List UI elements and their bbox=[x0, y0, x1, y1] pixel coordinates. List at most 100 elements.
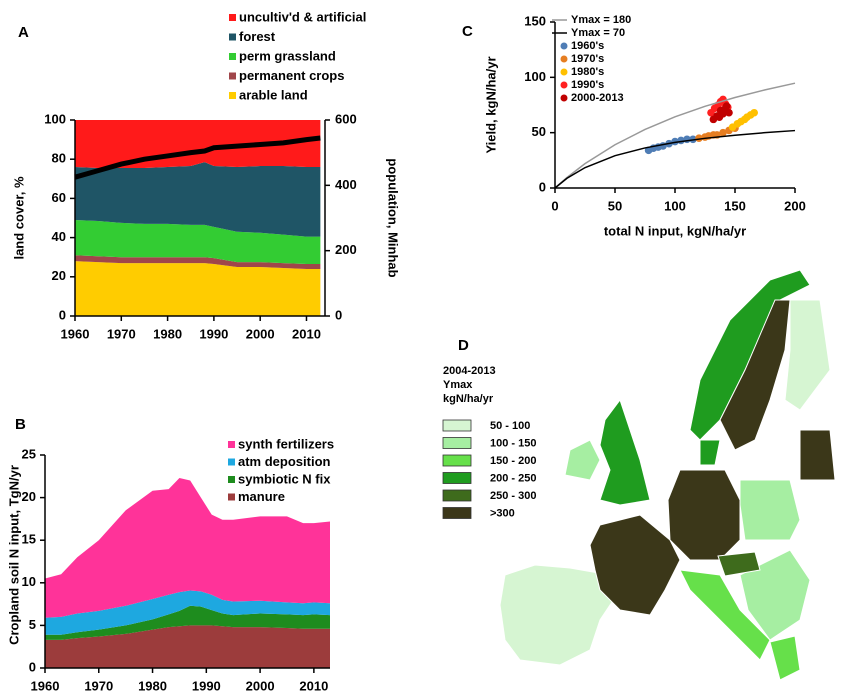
legend-swatch bbox=[229, 33, 236, 41]
legend-marker bbox=[560, 81, 568, 89]
y-tick-label: 60 bbox=[52, 190, 66, 205]
y-tick-label: 0 bbox=[539, 179, 546, 194]
panel-letter: C bbox=[462, 23, 473, 40]
legend-swatch bbox=[228, 476, 235, 483]
y-tick-label: 150 bbox=[524, 13, 546, 28]
x-tick-label: 0 bbox=[551, 198, 558, 213]
legend-marker bbox=[560, 68, 568, 76]
legend-label: arable land bbox=[239, 87, 308, 102]
legend-label: forest bbox=[239, 29, 276, 44]
y-tick-label: 80 bbox=[52, 151, 66, 166]
x-axis-label: total N input, kgN/ha/yr bbox=[604, 223, 746, 238]
legend-swatch bbox=[229, 72, 236, 80]
x-tick-label: 50 bbox=[608, 198, 622, 213]
legend-label: manure bbox=[238, 489, 285, 504]
y-tick-label: 50 bbox=[532, 124, 546, 139]
x-tick-label: 1960 bbox=[31, 678, 60, 693]
area bbox=[75, 255, 321, 269]
line bbox=[554, 82, 796, 189]
legend-label: 1990's bbox=[571, 79, 604, 91]
area bbox=[75, 162, 321, 237]
region bbox=[799, 429, 836, 481]
legend-swatch bbox=[228, 441, 235, 448]
region bbox=[689, 269, 811, 441]
x-tick-label: 1970 bbox=[84, 678, 113, 693]
region bbox=[739, 479, 801, 541]
y-tick-label: 0 bbox=[59, 307, 66, 322]
y-tick-label: 5 bbox=[29, 617, 36, 632]
point bbox=[722, 102, 731, 110]
legend-swatch bbox=[228, 458, 235, 466]
legend-marker bbox=[560, 42, 568, 50]
legend-label: uncultiv'd & artificial bbox=[239, 9, 366, 24]
y-axis-label: Yield, kgN/ha/yr bbox=[483, 56, 498, 153]
region bbox=[564, 439, 601, 481]
legend-title: Ymax bbox=[443, 379, 473, 391]
x-tick-label: 2000 bbox=[246, 678, 275, 693]
region bbox=[769, 635, 801, 681]
x-tick-label: 1990 bbox=[199, 326, 228, 341]
line bbox=[554, 129, 796, 189]
area bbox=[45, 605, 330, 640]
legend-label: 200 - 250 bbox=[490, 472, 536, 484]
y-tick-label: 40 bbox=[52, 229, 66, 244]
x-tick-label: 1960 bbox=[61, 326, 90, 341]
legend-swatch bbox=[228, 493, 235, 501]
legend-marker bbox=[560, 55, 568, 63]
region bbox=[667, 469, 741, 561]
europe-map bbox=[499, 269, 836, 681]
legend-swatch bbox=[442, 489, 472, 502]
legend-title: kgN/ha/yr bbox=[443, 393, 494, 405]
legend-swatch bbox=[442, 437, 472, 449]
x-tick-label: 1980 bbox=[153, 326, 182, 341]
y2-tick-label: 400 bbox=[335, 177, 357, 192]
x-tick-label: 100 bbox=[664, 198, 686, 213]
legend-label: >300 bbox=[490, 507, 515, 519]
point bbox=[750, 108, 758, 117]
legend-label: Ymax = 180 bbox=[571, 14, 631, 26]
y-tick-label: 25 bbox=[22, 446, 36, 461]
legend-label: 150 - 200 bbox=[490, 455, 536, 467]
panel-letter: D bbox=[458, 337, 469, 354]
x-tick-label: 2000 bbox=[246, 326, 275, 341]
region bbox=[599, 398, 651, 506]
point bbox=[715, 113, 724, 121]
legend-label: permanent crops bbox=[239, 68, 344, 83]
x-tick-label: 150 bbox=[724, 198, 746, 213]
legend-label: 1980's bbox=[571, 66, 604, 78]
legend-swatch bbox=[442, 454, 472, 467]
region bbox=[499, 564, 621, 666]
area bbox=[45, 590, 330, 635]
x-tick-label: 1980 bbox=[138, 678, 167, 693]
x-tick-label: 2010 bbox=[299, 678, 328, 693]
y-axis-label: land cover, % bbox=[11, 176, 26, 260]
x-tick-label: 1990 bbox=[192, 678, 221, 693]
legend-swatch bbox=[229, 14, 236, 21]
legend-swatch bbox=[442, 472, 472, 484]
line bbox=[74, 135, 321, 180]
legend-title: 2004-2013 bbox=[443, 365, 496, 377]
y-tick-label: 100 bbox=[524, 69, 546, 84]
x-tick-label: 1970 bbox=[107, 326, 136, 341]
legend-marker bbox=[560, 94, 568, 102]
y2-axis-label: population, Minhab bbox=[386, 158, 401, 277]
legend-label: 1960's bbox=[571, 40, 604, 52]
y-tick-label: 0 bbox=[29, 659, 36, 674]
region bbox=[739, 549, 811, 641]
y-tick-label: 15 bbox=[22, 532, 36, 547]
legend-label: 1970's bbox=[571, 53, 604, 65]
legend-swatch bbox=[229, 92, 236, 99]
legend-label: 100 - 150 bbox=[490, 437, 536, 449]
region bbox=[679, 569, 771, 661]
y2-tick-label: 600 bbox=[335, 111, 357, 126]
region bbox=[699, 439, 721, 466]
legend-label: 50 - 100 bbox=[490, 420, 530, 432]
x-tick-label: 2010 bbox=[292, 326, 321, 341]
legend-swatch bbox=[442, 419, 472, 432]
region bbox=[717, 551, 761, 577]
y-tick-label: 20 bbox=[22, 489, 36, 504]
y-tick-label: 10 bbox=[22, 574, 36, 589]
area bbox=[75, 219, 321, 265]
y2-tick-label: 200 bbox=[335, 242, 357, 257]
